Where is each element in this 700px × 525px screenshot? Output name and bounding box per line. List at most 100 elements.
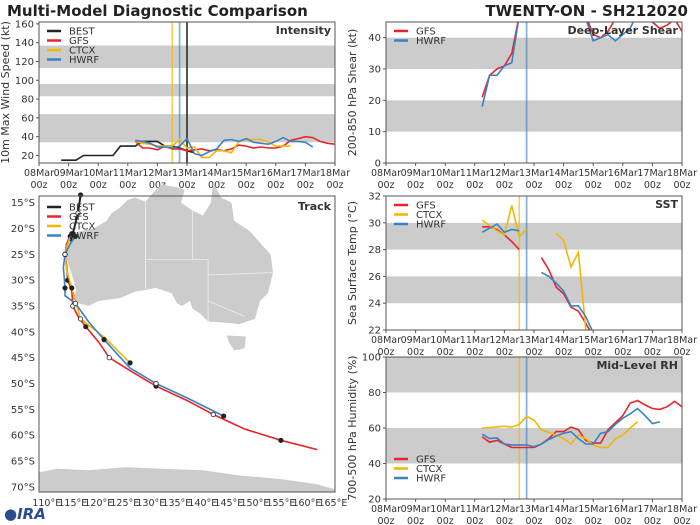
x-tick-label: 11Mar — [113, 168, 143, 179]
lat-tick-label: 60°S — [11, 431, 35, 442]
y-axis-label: 200-850 hPa Shear (kt) — [346, 29, 359, 157]
legend-label-gfs: GFS — [416, 201, 436, 212]
x-tick-label: 00z — [585, 180, 602, 191]
x-tick-label: 00z — [673, 516, 690, 525]
y-tick-label: 20 — [21, 151, 34, 162]
x-tick-label: 00z — [555, 516, 572, 525]
lat-tick-label: 70°S — [11, 482, 35, 493]
y-tick-label: 20 — [368, 96, 381, 107]
series-line-ctcx — [135, 138, 291, 159]
storm-title: TWENTY-ON - SH212020 — [485, 2, 688, 20]
x-tick-label: 18Mar — [667, 168, 697, 179]
x-tick-label: 00z — [525, 516, 542, 525]
x-tick-label: 10Mar — [430, 335, 460, 346]
x-tick-label: 00z — [614, 347, 631, 358]
x-tick-label: 12Mar — [489, 504, 519, 515]
lon-tick-label: 135°E — [162, 498, 191, 509]
legend-label-ctcx: CTCX — [69, 46, 95, 57]
plot-area — [386, 196, 682, 330]
x-tick-label: 18Mar — [667, 504, 697, 515]
x-tick-label: 00z — [644, 347, 661, 358]
x-tick-label: 16Mar — [608, 504, 638, 515]
x-tick-label: 00z — [437, 180, 454, 191]
x-tick-label: 00z — [377, 516, 394, 525]
track-point-hwrf — [62, 285, 68, 291]
track-point-gfs — [106, 355, 112, 361]
y-tick-label: 26 — [368, 272, 381, 283]
y-tick-label: 60 — [21, 113, 34, 124]
tasmania-landmass — [226, 335, 246, 351]
x-tick-label: 00z — [555, 180, 572, 191]
lat-tick-label: 35°S — [11, 302, 35, 313]
x-tick-label: 13Mar — [519, 168, 549, 179]
x-tick-label: 00z — [377, 180, 394, 191]
lat-tick-label: 20°S — [11, 224, 35, 235]
x-tick-label: 16Mar — [608, 335, 638, 346]
legend-label-gfs: GFS — [69, 212, 89, 223]
x-tick-label: 18Mar — [320, 168, 350, 179]
lon-tick-label: 155°E — [266, 498, 295, 509]
x-tick-label: 00z — [377, 347, 394, 358]
x-tick-label: 08Mar — [371, 504, 401, 515]
x-tick-label: 13Mar — [172, 168, 202, 179]
track-point-hwrf — [72, 233, 79, 239]
x-tick-label: 16Mar — [261, 168, 291, 179]
lat-tick-label: 65°S — [11, 457, 35, 468]
antarctica-landmass — [39, 467, 335, 492]
cira-logo: ●IRA — [4, 505, 46, 523]
x-tick-label: 00z — [585, 516, 602, 525]
series-line-gfs — [481, 399, 682, 449]
y-tick-label: 100 — [362, 353, 381, 364]
x-tick-label: 00z — [585, 347, 602, 358]
x-tick-label: 15Mar — [231, 168, 261, 179]
x-tick-label: 15Mar — [578, 168, 608, 179]
x-tick-label: 00z — [555, 347, 572, 358]
panel-title: SST — [655, 198, 678, 211]
x-tick-label: 00z — [614, 180, 631, 191]
x-tick-label: 14Mar — [549, 335, 579, 346]
lon-tick-label: 165°E — [318, 498, 347, 509]
x-tick-label: 00z — [208, 180, 225, 191]
lon-tick-label: 110°E — [32, 498, 61, 509]
x-tick-label: 00z — [466, 180, 483, 191]
lat-tick-label: 15°S — [11, 198, 35, 209]
y-tick-label: 32 — [368, 192, 381, 203]
legend-label-ctcx: CTCX — [69, 222, 95, 233]
panel-intensity: 2040608010012014016008Mar00z09Mar00z10Ma… — [0, 19, 350, 191]
lat-tick-label: 40°S — [11, 327, 35, 338]
x-tick-label: 00z — [525, 180, 542, 191]
track-point-hwrf — [153, 380, 159, 387]
track-point-ctcx — [78, 316, 84, 322]
y-axis-label: Sea Surface Temp (°C) — [346, 201, 359, 325]
panel-title: Deep-Layer Shear — [567, 24, 678, 37]
lon-tick-label: 150°E — [240, 498, 269, 509]
threshold-band — [386, 276, 682, 304]
series-line-ctcx — [481, 205, 587, 330]
x-tick-label: 00z — [466, 516, 483, 525]
x-tick-label: 12Mar — [489, 335, 519, 346]
x-tick-label: 11Mar — [460, 168, 490, 179]
panel-title: Mid-Level RH — [596, 359, 678, 372]
x-tick-label: 00z — [60, 180, 77, 191]
lon-tick-label: 115°E — [58, 498, 87, 509]
track-point-ctcx — [127, 360, 133, 366]
x-tick-label: 00z — [614, 516, 631, 525]
track-point-hwrf — [62, 251, 68, 257]
y-tick-label: 0 — [375, 159, 381, 170]
x-tick-label: 16Mar — [608, 168, 638, 179]
y-tick-label: 40 — [368, 33, 381, 44]
panel-title: Track — [298, 200, 332, 213]
legend-label-ctcx: CTCX — [416, 210, 442, 221]
x-tick-label: 10Mar — [83, 168, 113, 179]
x-tick-label: 00z — [407, 180, 424, 191]
legend-label-best: BEST — [69, 203, 96, 214]
x-tick-label: 00z — [407, 516, 424, 525]
x-tick-label: 17Mar — [290, 168, 320, 179]
y-tick-label: 80 — [21, 95, 34, 106]
series-group — [61, 135, 335, 161]
track-point-best — [75, 210, 81, 216]
x-tick-label: 00z — [496, 347, 513, 358]
x-tick-label: 00z — [673, 180, 690, 191]
y-tick-label: 60 — [368, 424, 381, 435]
